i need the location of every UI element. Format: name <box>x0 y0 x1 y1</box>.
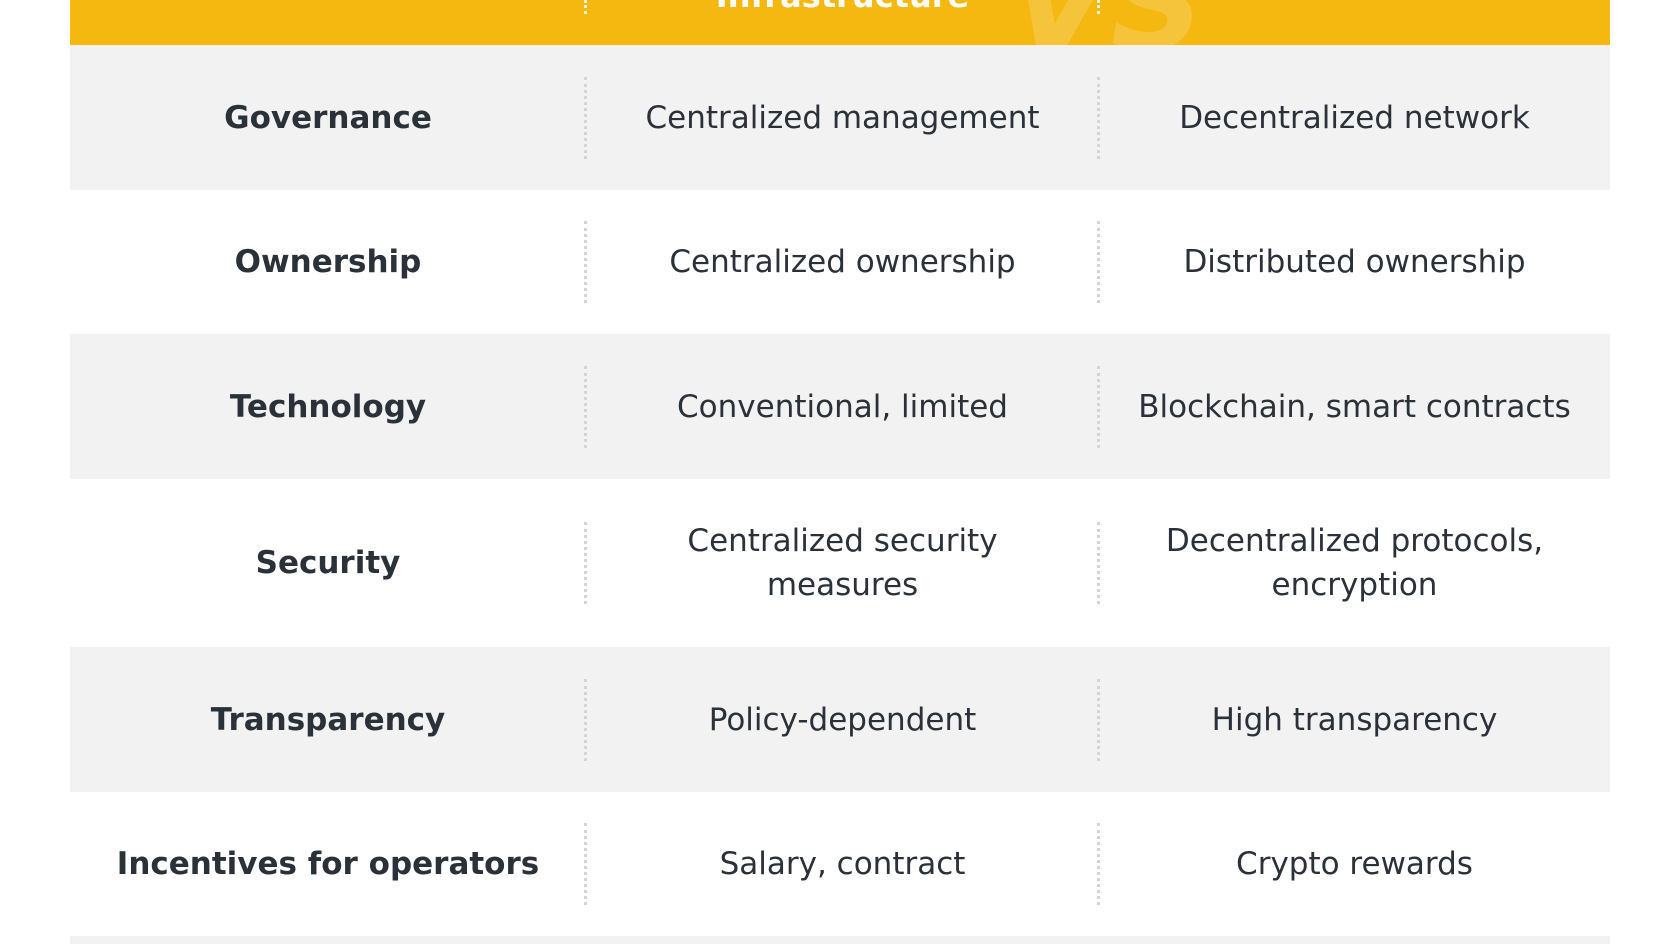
column-divider <box>584 823 587 905</box>
cell-text: Decentralized network <box>1179 99 1530 136</box>
cell-text: Security <box>255 545 401 581</box>
cell-text: Crypto rewards <box>1236 846 1473 882</box>
column-divider <box>584 522 587 604</box>
cell-text: Incentives for operators <box>116 846 540 882</box>
row-label: Security <box>70 479 586 647</box>
column-divider <box>1097 522 1100 604</box>
column-divider <box>584 678 587 761</box>
table-row <box>70 936 1610 944</box>
row-label: Technology <box>70 334 586 479</box>
cell-text: Policy-dependent <box>708 701 977 738</box>
cell-text: High transparency <box>1211 701 1498 738</box>
table-cell: Centralized ownership <box>584 190 1099 334</box>
cell-text: Salary, contract <box>719 846 966 882</box>
table-cell: Salary, contract <box>584 792 1099 936</box>
comparison-table: Governance Centralized management Decentra… <box>70 45 1610 936</box>
table-cell: Centralized security measures <box>584 479 1099 647</box>
column-divider <box>1097 221 1100 303</box>
header-divider <box>1097 0 1100 14</box>
table-cell: High transparency <box>1097 647 1610 792</box>
cell-text: Conventional, limited <box>677 388 1008 425</box>
header-watermark: VS <box>1010 0 1204 45</box>
header-divider <box>584 0 587 14</box>
table-cell: Distributed ownership <box>1097 190 1610 334</box>
column-divider <box>584 365 587 448</box>
row-label: Transparency <box>70 647 586 792</box>
row-label: Ownership <box>70 190 586 334</box>
cell-text: Blockchain, smart contracts <box>1138 388 1571 425</box>
table-cell: Decentralized protocols, encryption <box>1097 479 1610 647</box>
column-divider <box>584 221 587 303</box>
table-cell: Blockchain, smart contracts <box>1097 334 1610 479</box>
cell-text: Ownership <box>234 244 422 280</box>
row-label: Incentives for operators <box>70 792 586 936</box>
cell-text: Centralized ownership <box>669 244 1016 280</box>
cell-text: Governance <box>224 99 432 136</box>
table-cell: Policy-dependent <box>584 647 1099 792</box>
table-row: Security Centralized security measures Dece… <box>70 479 1610 647</box>
cell-text: Technology <box>229 388 427 425</box>
column-divider <box>584 76 587 159</box>
cell-text: Transparency <box>210 701 446 738</box>
table-cell: Decentralized network <box>1097 45 1610 190</box>
column-divider <box>1097 823 1100 905</box>
cell-text: encryption <box>1271 567 1438 603</box>
table-cell: Centralized management <box>584 45 1099 190</box>
cell-text: Decentralized protocols, <box>1165 523 1544 559</box>
column-divider <box>1097 76 1100 159</box>
cell-text: Distributed ownership <box>1183 244 1526 280</box>
header-title: Infrastructure <box>586 0 1099 16</box>
column-divider <box>1097 678 1100 761</box>
table-row: Incentives for operators Salary, contract… <box>70 792 1610 936</box>
cell-text: Centralized management <box>645 99 1040 136</box>
table-cell: Crypto rewards <box>1097 792 1610 936</box>
table-row: Ownership Centralized ownership Distribute… <box>70 190 1610 334</box>
table-header: VS Infrastructure <box>70 0 1610 45</box>
table-row: Governance Centralized management Decentra… <box>70 45 1610 190</box>
table-row: Transparency Policy-dependent High transpa… <box>70 647 1610 792</box>
cell-text: measures <box>766 567 919 603</box>
cell-text: Centralized security <box>687 523 998 559</box>
column-divider <box>1097 365 1100 448</box>
table-cell: Conventional, limited <box>584 334 1099 479</box>
row-label: Governance <box>70 45 586 190</box>
table-row: Technology Conventional, limited Blockchai… <box>70 334 1610 479</box>
